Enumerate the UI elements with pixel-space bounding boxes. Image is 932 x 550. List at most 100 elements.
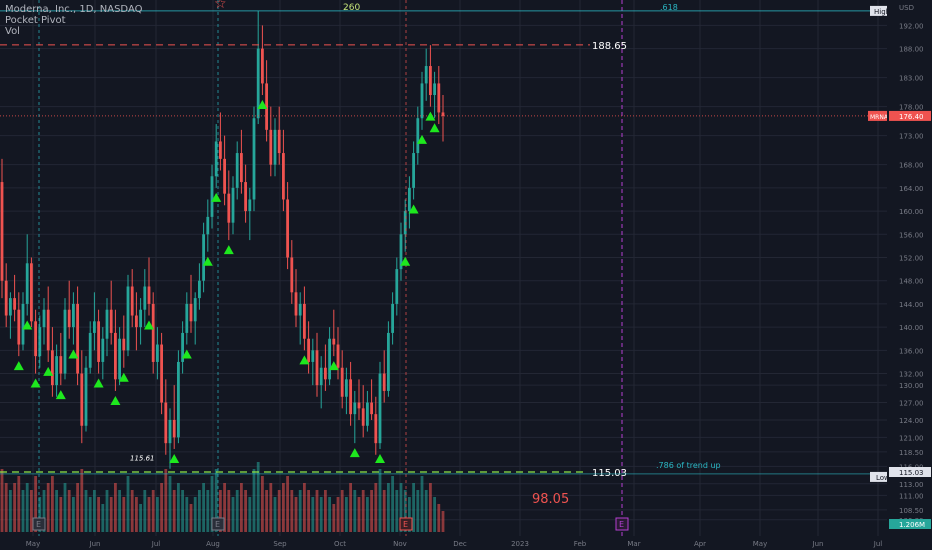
candle	[55, 356, 58, 386]
price-tick: 188.00	[899, 46, 924, 54]
earnings-label: E	[36, 520, 41, 529]
volume-bar	[160, 483, 163, 532]
volume-bar	[223, 483, 226, 532]
candle	[433, 83, 436, 96]
price-tick: 113.00	[899, 481, 924, 489]
candle	[42, 309, 46, 328]
candle	[151, 303, 155, 362]
candle	[370, 402, 373, 415]
volume-bar	[51, 476, 54, 532]
volume-bar	[252, 469, 256, 532]
volume-bar	[202, 483, 205, 532]
ticker-label: MRNA	[870, 114, 889, 121]
pocket-pivot-marker	[22, 320, 33, 330]
volume-bar	[433, 497, 436, 532]
candle	[374, 414, 378, 444]
candle	[17, 309, 21, 345]
volume-bar	[17, 476, 21, 532]
volume-bar	[46, 483, 50, 532]
pocket-pivot-marker	[13, 361, 24, 371]
current-price-label: 176.40	[899, 113, 924, 121]
volume-bar	[357, 497, 361, 532]
candle	[391, 303, 394, 333]
volume-bar	[416, 490, 420, 532]
volume-bar	[256, 462, 260, 532]
volume-bar	[126, 476, 130, 532]
price-tick: 183.00	[899, 75, 924, 83]
volume-bar	[248, 497, 252, 532]
volume-bar	[269, 483, 273, 532]
support-note: .786 of trend up	[656, 461, 721, 470]
volume-bar	[273, 497, 277, 532]
volume-bar	[0, 469, 4, 532]
volume-bar	[240, 483, 243, 532]
candle	[164, 402, 168, 444]
pocket-pivot-marker	[68, 349, 79, 359]
candle	[51, 350, 54, 386]
earnings-marker	[399, 517, 413, 531]
volume-bar	[9, 490, 12, 532]
time-tick: May	[753, 540, 767, 548]
volume-bar	[101, 504, 105, 532]
candle	[349, 379, 352, 415]
volume-bar	[340, 490, 344, 532]
time-tick: May	[26, 540, 40, 548]
target-label: 98.05	[532, 492, 569, 507]
low-label-bg	[870, 471, 892, 482]
current-price-label-bg	[889, 110, 931, 121]
volume-bar	[366, 497, 369, 532]
candle	[361, 408, 365, 426]
candle	[105, 309, 109, 339]
volume-bars	[0, 462, 445, 532]
candle	[227, 193, 231, 223]
volume-bar	[189, 504, 193, 532]
candle	[265, 83, 268, 130]
candle	[366, 402, 369, 426]
time-tick: Apr	[694, 540, 706, 548]
candle	[214, 141, 218, 177]
volume-bar	[298, 490, 302, 532]
volume-bar	[210, 476, 214, 532]
earnings-label: E	[215, 520, 220, 529]
price-tick: 108.50	[899, 507, 924, 515]
candle	[303, 303, 306, 339]
candle	[328, 338, 331, 380]
candle	[202, 234, 205, 281]
candle	[84, 367, 88, 426]
volume-bar	[235, 490, 239, 532]
pocket-pivot-marker	[30, 378, 41, 388]
candle	[294, 292, 298, 316]
volume-bar	[139, 504, 142, 532]
time-tick: Sep	[273, 540, 287, 548]
volume-bar	[109, 497, 113, 532]
candle	[378, 373, 382, 444]
price-axis-bg	[887, 0, 932, 550]
candle	[441, 112, 445, 116]
pocket-pivot-marker	[211, 192, 222, 202]
pocket-pivot-marker	[118, 372, 129, 382]
price-tick: 111.00	[899, 492, 924, 500]
resistance-label: 188.65	[592, 41, 627, 52]
candle	[231, 187, 235, 223]
volume-bar	[219, 490, 222, 532]
volume-bar	[395, 490, 399, 532]
volume-bar	[105, 490, 109, 532]
candle	[240, 153, 243, 183]
candle	[9, 298, 12, 316]
volume-bar	[437, 504, 441, 532]
volume-bar	[303, 483, 306, 532]
price-tick: 121.00	[899, 434, 924, 442]
star-icon: ☆	[214, 0, 227, 12]
volume-bar	[361, 490, 365, 532]
volume-bar	[193, 497, 197, 532]
candle	[172, 419, 176, 438]
candle	[143, 286, 147, 310]
candle	[399, 234, 403, 270]
volume-bar	[76, 483, 79, 532]
candle	[319, 367, 323, 386]
legend-title: Moderna, Inc., 1D, NASDAQ	[5, 4, 143, 15]
candle	[286, 199, 289, 258]
time-tick: Feb	[574, 540, 587, 548]
volume-bar	[156, 497, 159, 532]
